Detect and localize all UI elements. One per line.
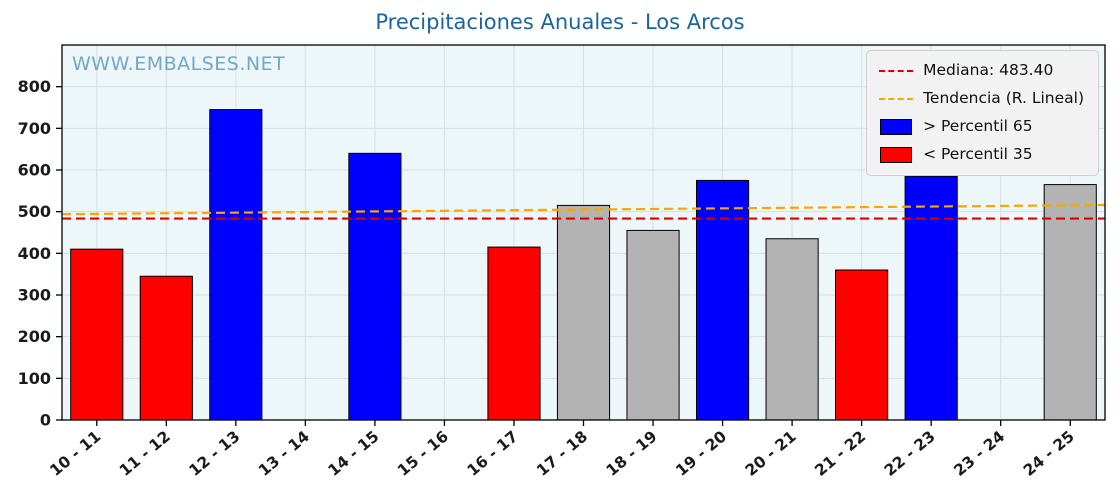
x-tick-label: 24 - 25	[1020, 427, 1078, 480]
bar	[1043, 184, 1097, 421]
bar	[695, 179, 750, 421]
x-tick-label: 15 - 16	[394, 427, 452, 480]
legend-item-median: Mediana: 483.40	[879, 60, 1084, 81]
x-tick-label: 11 - 12	[116, 427, 174, 480]
bar	[765, 238, 819, 421]
bar	[626, 229, 680, 421]
bar	[139, 275, 193, 421]
bar	[835, 269, 889, 421]
x-tick-label: 20 - 21	[742, 427, 800, 480]
y-tick-label: 200	[18, 327, 51, 346]
bar	[556, 204, 611, 421]
median-line-swatch	[879, 69, 914, 72]
y-tick-label: 100	[18, 369, 51, 388]
bar	[70, 248, 124, 421]
x-tick-label: 23 - 24	[950, 427, 1008, 480]
y-tick-label: 500	[18, 202, 51, 221]
bar	[348, 152, 402, 421]
x-tick-label: 22 - 23	[881, 427, 939, 480]
x-tick-label: 21 - 22	[811, 427, 869, 480]
x-tick-label: 12 - 13	[186, 427, 244, 480]
legend-item-above-percentile: > Percentil 65	[879, 116, 1084, 137]
watermark: WWW.EMBALSES.NET	[72, 53, 286, 75]
bar	[209, 109, 263, 421]
trend-line-swatch	[879, 97, 914, 100]
y-tick-label: 600	[18, 161, 51, 180]
legend: Mediana: 483.40 Tendencia (R. Lineal) > …	[866, 50, 1099, 176]
chart-title: Precipitaciones Anuales - Los Arcos	[375, 10, 745, 34]
legend-item-trend: Tendencia (R. Lineal)	[879, 88, 1084, 109]
legend-label-trend: Tendencia (R. Lineal)	[923, 89, 1084, 107]
y-tick-label: 400	[18, 244, 51, 263]
trend-line	[61, 203, 1106, 216]
x-tick-label: 13 - 14	[255, 427, 313, 480]
above-percentile-swatch	[879, 118, 913, 135]
bar	[904, 175, 958, 421]
x-tick-label: 19 - 20	[672, 427, 730, 480]
legend-item-below-percentile: < Percentil 35	[879, 144, 1084, 165]
x-tick-label: 17 - 18	[533, 427, 591, 480]
legend-label-below: < Percentil 35	[923, 145, 1033, 163]
x-tick-label: 16 - 17	[464, 427, 522, 480]
bar	[487, 246, 541, 421]
y-tick-label: 800	[18, 77, 51, 96]
below-percentile-swatch	[879, 146, 913, 163]
x-tick-label: 18 - 19	[603, 427, 661, 480]
y-tick-label: 0	[40, 411, 51, 430]
x-tick-label: 14 - 15	[325, 427, 383, 480]
legend-label-median: Mediana: 483.40	[923, 61, 1054, 79]
y-tick-label: 300	[18, 286, 51, 305]
y-tick-label: 700	[18, 119, 51, 138]
x-tick-label: 10 - 11	[47, 427, 105, 480]
legend-label-above: > Percentil 65	[923, 117, 1033, 135]
